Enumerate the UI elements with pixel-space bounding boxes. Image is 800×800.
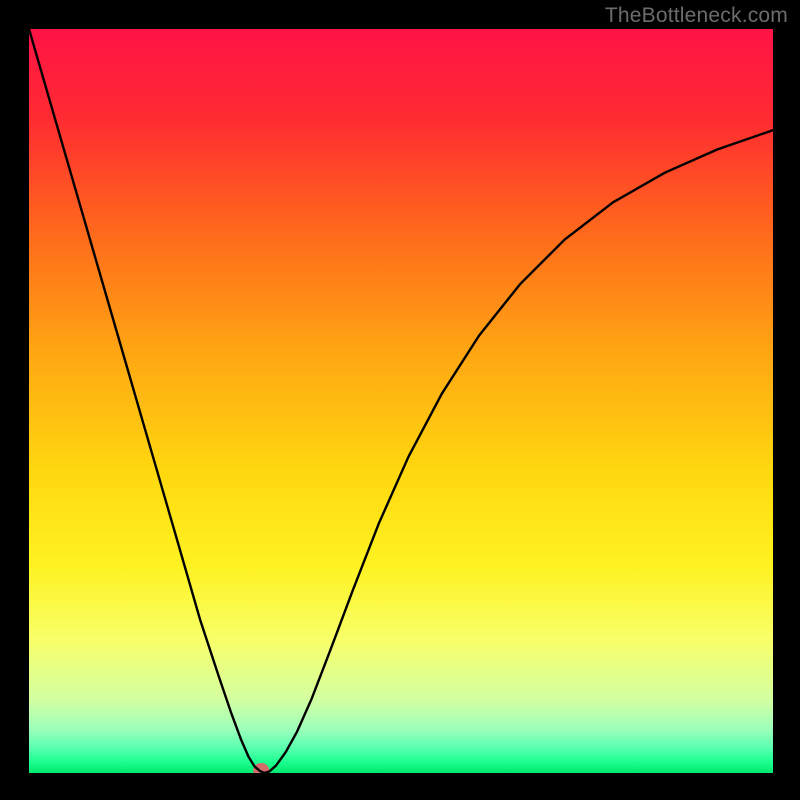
plot-svg [29, 29, 773, 773]
watermark-text: TheBottleneck.com [605, 4, 788, 28]
gradient-background [29, 29, 773, 773]
chart-frame: TheBottleneck.com [0, 0, 800, 800]
plot-area [29, 29, 773, 773]
